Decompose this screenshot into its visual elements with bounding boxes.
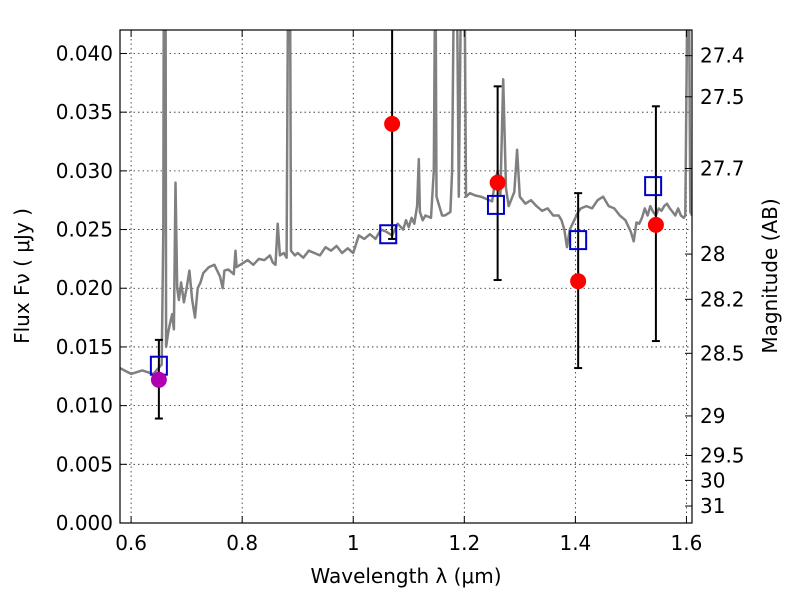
magnitude-tick-label: 31 [700,494,725,518]
observed-point [570,273,587,290]
y-tick-label: 0.035 [56,100,113,124]
magnitude-tick-label: 28.2 [700,287,745,311]
magnitude-tick-label: 27.7 [700,156,745,180]
magnitude-tick-label: 29.5 [700,443,745,467]
x-tick-label: 1 [347,531,360,555]
x-tick-label: 0.6 [115,531,147,555]
x-tick-label: 0.8 [226,531,258,555]
y-tick-label: 0.025 [56,218,113,242]
magnitude-tick-label: 28 [700,242,725,266]
plot-background [120,30,692,523]
y-tick-label: 0.020 [56,276,113,300]
x-tick-label: 1.4 [559,531,591,555]
model-square-marker [644,176,663,197]
y-tick-label: 0.015 [56,335,113,359]
y-axis-right-label: Magnitude (AB) [758,198,782,353]
magnitude-tick-label: 28.5 [700,341,745,365]
magnitude-tick-label: 27.4 [700,44,745,68]
y-tick-label: 0.040 [56,41,113,65]
x-tick-label: 1.6 [671,531,703,555]
x-axis-label: Wavelength λ (μm) [310,564,501,588]
y-axis-label: Flux Fν ( μJy ) [10,208,34,344]
model-square-marker [569,230,588,251]
y-tick-label: 0.030 [56,159,113,183]
observed-point [150,371,167,388]
observed-point [384,115,401,132]
magnitude-tick-label: 30 [700,468,725,492]
ticks: 0.6 0.8 1 1.2 1.4 1.6 0.000 0.005 0.010 0.015 0.02… [56,30,745,555]
spectrum-line [120,30,692,376]
observed-point [647,216,664,233]
y-tick-label: 0.010 [56,394,113,418]
observed-point [489,174,506,191]
magnitude-tick-label: 27.5 [700,85,745,109]
plot-frame [119,29,693,524]
y-tick-label: 0.005 [56,452,113,476]
magnitude-tick-label: 29 [700,404,725,428]
x-tick-label: 1.2 [448,531,480,555]
y-tick-label: 0.000 [56,511,113,535]
model-square-marker [379,224,398,245]
spectrum-layer [120,30,692,376]
marker-layer [149,115,664,388]
model-square-marker [486,194,505,215]
